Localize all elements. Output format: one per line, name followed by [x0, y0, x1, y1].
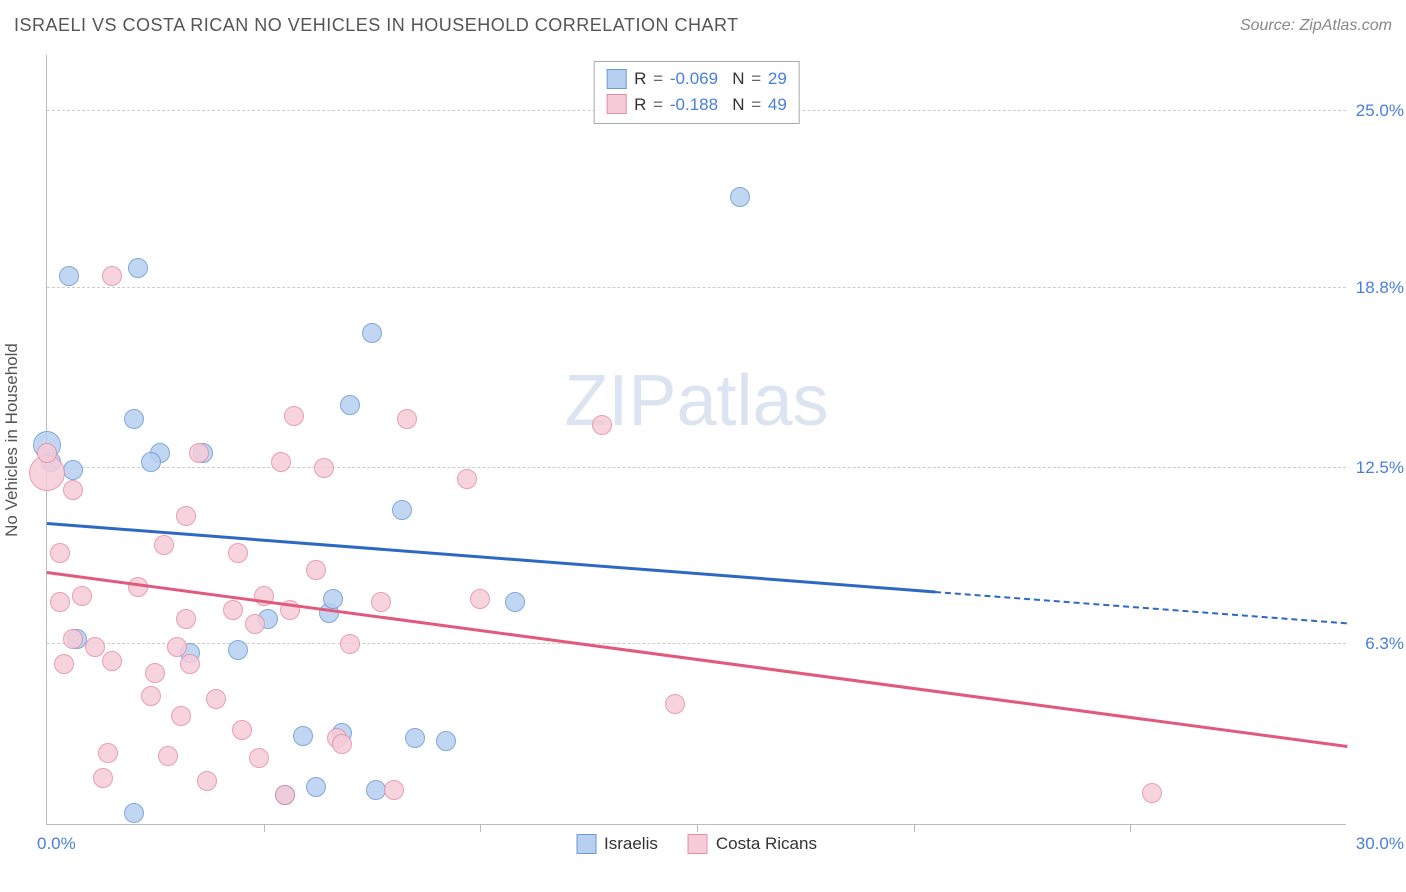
- chart-title: ISRAELI VS COSTA RICAN NO VEHICLES IN HO…: [14, 15, 739, 36]
- data-point: [37, 443, 57, 463]
- data-point: [171, 706, 191, 726]
- data-point: [98, 743, 118, 763]
- y-tick-label: 18.8%: [1356, 278, 1404, 298]
- data-point: [384, 780, 404, 800]
- data-point: [245, 614, 265, 634]
- data-point: [405, 728, 425, 748]
- data-point: [141, 452, 161, 472]
- data-point: [124, 409, 144, 429]
- data-point: [1142, 783, 1162, 803]
- gridline: [47, 467, 1346, 468]
- data-point: [284, 406, 304, 426]
- x-tick: [914, 824, 915, 832]
- data-point: [154, 535, 174, 555]
- data-point: [50, 543, 70, 563]
- data-point: [72, 586, 92, 606]
- data-point: [271, 452, 291, 472]
- data-point: [228, 640, 248, 660]
- data-point: [306, 560, 326, 580]
- stats-row-israelis: R = -0.069 N = 29: [606, 66, 787, 92]
- data-point: [206, 689, 226, 709]
- gridline: [47, 287, 1346, 288]
- x-tick: [480, 824, 481, 832]
- data-point: [340, 395, 360, 415]
- data-point: [397, 409, 417, 429]
- data-point: [470, 589, 490, 609]
- data-point: [141, 686, 161, 706]
- trend-line: [935, 591, 1347, 624]
- data-point: [93, 768, 113, 788]
- data-point: [223, 600, 243, 620]
- data-point: [50, 592, 70, 612]
- y-tick-label: 12.5%: [1356, 458, 1404, 478]
- data-point: [505, 592, 525, 612]
- data-point: [176, 609, 196, 629]
- x-axis-end-label: 30.0%: [1356, 834, 1404, 854]
- x-tick: [1130, 824, 1131, 832]
- legend-item-costaricans: Costa Ricans: [688, 834, 817, 854]
- data-point: [275, 785, 295, 805]
- data-point: [293, 726, 313, 746]
- x-tick: [264, 824, 265, 832]
- legend-swatch-costaricans: [688, 834, 708, 854]
- data-point: [63, 629, 83, 649]
- data-point: [124, 803, 144, 823]
- data-point: [362, 323, 382, 343]
- data-point: [592, 415, 612, 435]
- chart-source: Source: ZipAtlas.com: [1240, 17, 1392, 35]
- swatch-costaricans: [606, 94, 626, 114]
- data-point: [176, 506, 196, 526]
- data-point: [323, 589, 343, 609]
- plot-area: ZIPatlas R = -0.069 N = 29 R = -0.188 N …: [46, 55, 1346, 825]
- data-point: [306, 777, 326, 797]
- data-point: [371, 592, 391, 612]
- data-point: [59, 266, 79, 286]
- data-point: [228, 543, 248, 563]
- y-tick-label: 6.3%: [1365, 634, 1404, 654]
- data-point: [249, 748, 269, 768]
- data-point: [158, 746, 178, 766]
- data-point: [392, 500, 412, 520]
- series-legend: Israelis Costa Ricans: [576, 834, 817, 854]
- data-point: [85, 637, 105, 657]
- x-tick: [697, 824, 698, 832]
- data-point: [167, 637, 187, 657]
- stats-legend: R = -0.069 N = 29 R = -0.188 N = 49: [593, 61, 800, 124]
- data-point: [63, 480, 83, 500]
- data-point: [189, 443, 209, 463]
- swatch-israelis: [606, 69, 626, 89]
- data-point: [332, 734, 352, 754]
- legend-swatch-israelis: [576, 834, 596, 854]
- data-point: [180, 654, 200, 674]
- data-point: [730, 187, 750, 207]
- trend-line: [47, 522, 936, 593]
- data-point: [314, 458, 334, 478]
- y-tick-label: 25.0%: [1356, 101, 1404, 121]
- data-point: [340, 634, 360, 654]
- legend-item-israelis: Israelis: [576, 834, 658, 854]
- data-point: [436, 731, 456, 751]
- stats-row-costaricans: R = -0.188 N = 49: [606, 92, 787, 118]
- data-point: [128, 577, 148, 597]
- data-point: [197, 771, 217, 791]
- data-point: [232, 720, 252, 740]
- data-point: [128, 258, 148, 278]
- data-point: [54, 654, 74, 674]
- data-point: [102, 266, 122, 286]
- data-point: [145, 663, 165, 683]
- y-axis-label: No Vehicles in Household: [2, 343, 22, 537]
- data-point: [665, 694, 685, 714]
- data-point: [102, 651, 122, 671]
- data-point: [457, 469, 477, 489]
- data-point: [63, 460, 83, 480]
- chart-header: ISRAELI VS COSTA RICAN NO VEHICLES IN HO…: [14, 15, 1392, 36]
- x-axis-start-label: 0.0%: [37, 834, 76, 854]
